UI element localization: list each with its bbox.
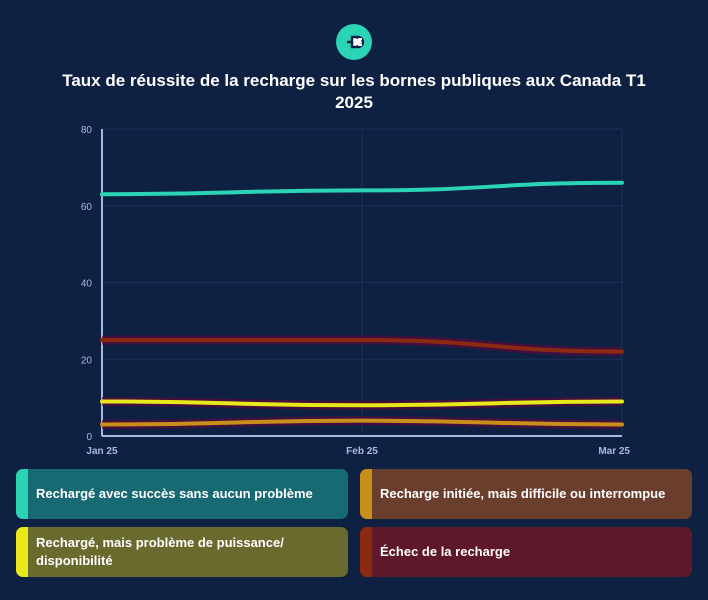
legend-swatch [16, 527, 28, 577]
y-tick-label: 40 [81, 279, 93, 290]
legend-label: Rechargé avec succès sans aucun problème [36, 486, 313, 501]
legend-item[interactable]: Échec de la recharge [360, 527, 692, 577]
y-tick-label: 60 [81, 202, 93, 213]
legend-swatch [16, 469, 28, 519]
series-line [100, 180, 624, 197]
x-tick-label: Jan 25 [86, 446, 118, 457]
y-tick-label: 80 [81, 125, 93, 136]
legend-item[interactable]: Rechargé avec succès sans aucun problème [16, 469, 348, 519]
legend-item[interactable]: Rechargé, mais problème de puissance/ di… [16, 527, 348, 577]
x-tick-label: Mar 25 [598, 446, 630, 457]
series-line [100, 399, 624, 408]
series-line [100, 338, 624, 354]
y-tick-label: 0 [86, 432, 92, 443]
legend-swatch [360, 469, 372, 519]
x-tick-label: Feb 25 [346, 446, 378, 457]
ev-plug-icon [336, 24, 372, 60]
legend-swatch [360, 527, 372, 577]
legend-label: Recharge initiée, mais difficile ou inte… [380, 486, 666, 501]
legend-label: Rechargé, mais problème de puissance/ di… [36, 535, 284, 568]
legend-label: Échec de la recharge [380, 544, 511, 559]
legend-item[interactable]: Recharge initiée, mais difficile ou inte… [360, 469, 692, 519]
chart-title: Taux de réussite de la recharge sur les … [62, 71, 646, 112]
y-tick-label: 20 [81, 355, 93, 366]
series-line [100, 418, 624, 427]
